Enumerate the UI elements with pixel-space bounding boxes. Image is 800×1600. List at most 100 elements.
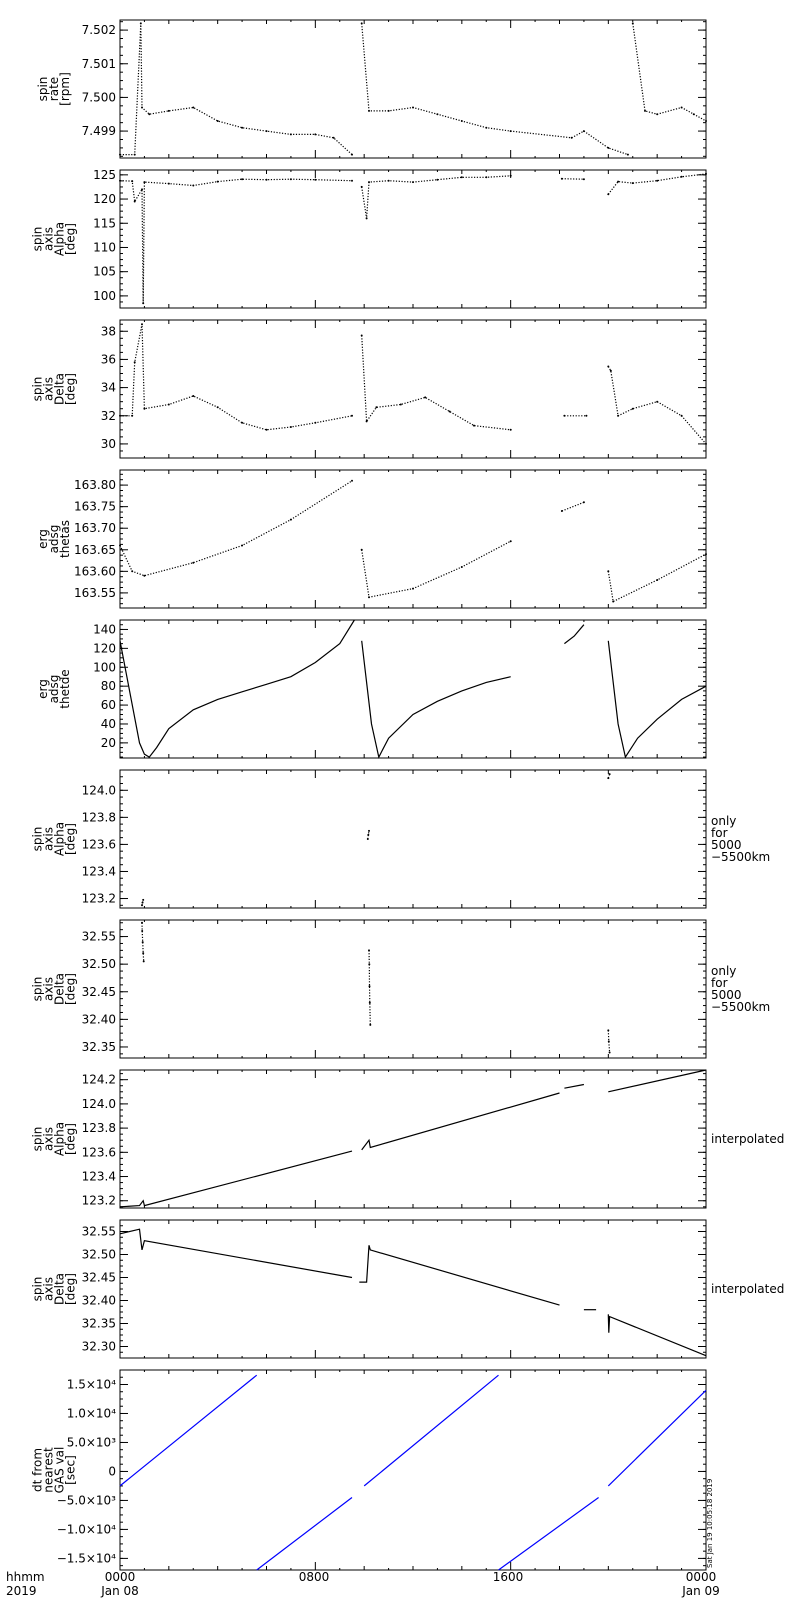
data-point bbox=[617, 180, 620, 183]
y-tick-label: 80 bbox=[101, 679, 116, 693]
y-axis-label: axis bbox=[42, 1127, 56, 1151]
y-tick-label: 32.45 bbox=[82, 1271, 116, 1285]
data-point bbox=[119, 153, 121, 156]
y-axis-label: dt from bbox=[31, 1448, 45, 1492]
data-point bbox=[368, 829, 370, 832]
plot-frame bbox=[119, 169, 707, 309]
data-point bbox=[289, 518, 292, 521]
y-tick-label: 163.80 bbox=[74, 478, 116, 492]
plot-frame bbox=[119, 769, 707, 909]
y-tick-label: 0 bbox=[108, 1464, 116, 1478]
y-axis-label: Delta bbox=[53, 1273, 67, 1305]
data-series-line bbox=[361, 1092, 560, 1151]
data-point bbox=[143, 181, 146, 184]
data-point bbox=[680, 414, 683, 417]
data-point bbox=[265, 428, 268, 431]
plot-frame bbox=[119, 319, 707, 459]
data-point bbox=[460, 566, 463, 568]
data-point bbox=[631, 182, 634, 185]
plot-frame bbox=[119, 619, 707, 759]
y-tick-label: 30 bbox=[101, 437, 116, 451]
data-point bbox=[141, 188, 143, 191]
y-tick-label: 7.502 bbox=[82, 23, 116, 37]
data-point bbox=[612, 600, 615, 603]
y-tick-label: 163.75 bbox=[74, 500, 116, 514]
data-point bbox=[617, 414, 620, 417]
x-tick-label-0: 0000 bbox=[105, 1570, 136, 1584]
panel-annotation: 5000 bbox=[711, 988, 742, 1002]
plot-frame bbox=[119, 1369, 707, 1571]
y-axis-label: thetas bbox=[58, 520, 72, 558]
x-tick-label-2: 1600 bbox=[493, 1570, 524, 1584]
data-point bbox=[607, 570, 610, 573]
data-series-line bbox=[119, 1228, 353, 1279]
data-point bbox=[133, 200, 136, 203]
data-series-segment bbox=[607, 1030, 611, 1053]
data-series-segment bbox=[120, 324, 353, 431]
y-tick-label: 32.30 bbox=[82, 1340, 116, 1354]
data-point bbox=[167, 109, 170, 112]
data-point bbox=[375, 406, 378, 409]
data-point bbox=[192, 561, 195, 564]
y-tick-label: 115 bbox=[93, 216, 116, 230]
data-point bbox=[705, 553, 707, 556]
data-series-segment bbox=[361, 175, 511, 219]
panel-delta-5000-5500km: 32.35 32.40 32.45 32.50 32.55 spinaxisDelta[d… bbox=[31, 919, 770, 1059]
data-point bbox=[560, 510, 563, 512]
y-tick-label: 123.6 bbox=[82, 1145, 116, 1159]
panel-annotation: interpolated bbox=[711, 1282, 784, 1296]
data-point bbox=[705, 442, 707, 445]
data-point bbox=[265, 178, 268, 181]
data-point bbox=[582, 501, 585, 504]
data-point bbox=[485, 126, 488, 129]
data-point bbox=[436, 113, 439, 116]
plot-frame bbox=[119, 1219, 707, 1359]
y-tick-label: 32.35 bbox=[82, 1317, 116, 1331]
data-point bbox=[656, 400, 659, 403]
data-point bbox=[368, 963, 371, 966]
panel-annotation: for bbox=[711, 826, 728, 840]
data-point bbox=[360, 185, 363, 188]
y-tick-label: 120 bbox=[93, 192, 116, 206]
plot-frame bbox=[119, 19, 707, 159]
y-axis-label: spin bbox=[31, 1127, 45, 1152]
y-tick-label: 123.2 bbox=[82, 1194, 116, 1208]
data-series-segment bbox=[361, 540, 511, 598]
data-point bbox=[289, 426, 292, 428]
panel-delta-interpolated: 32.30 32.35 32.40 32.45 32.50 32.55 spinaxisDe… bbox=[31, 1219, 784, 1359]
data-point bbox=[192, 106, 195, 109]
data-point bbox=[692, 113, 695, 116]
y-axis-label: Delta bbox=[53, 373, 67, 405]
data-point bbox=[387, 179, 390, 182]
y-tick-label: 5.0×10³ bbox=[67, 1435, 116, 1449]
data-point bbox=[289, 133, 292, 136]
data-point bbox=[368, 985, 371, 988]
data-series-line bbox=[119, 1150, 353, 1208]
data-point bbox=[644, 109, 646, 112]
data-point bbox=[680, 106, 683, 109]
data-point bbox=[368, 949, 370, 952]
y-axis-label: adsg bbox=[47, 525, 61, 554]
y-axis-label: axis bbox=[42, 1277, 56, 1301]
data-series-segment bbox=[120, 23, 353, 156]
data-point bbox=[241, 544, 244, 547]
data-point bbox=[365, 420, 368, 423]
data-point bbox=[265, 130, 268, 133]
data-point bbox=[142, 952, 145, 955]
panel-alpha-5000-5500km: 123.2 123.4 123.6 123.8 124.0 spinaxisAlpha[d… bbox=[31, 769, 770, 909]
data-point bbox=[241, 126, 244, 129]
data-series-line bbox=[498, 1497, 599, 1571]
y-tick-label: 123.8 bbox=[82, 810, 116, 824]
data-point bbox=[141, 323, 143, 326]
y-axis-label: [rpm] bbox=[58, 72, 72, 106]
data-point bbox=[167, 403, 170, 406]
data-point bbox=[142, 960, 145, 963]
y-tick-label: 124.0 bbox=[82, 1097, 116, 1111]
y-tick-label: 124.0 bbox=[82, 783, 116, 797]
data-point bbox=[314, 421, 317, 424]
plot-frame bbox=[119, 469, 707, 609]
data-point bbox=[656, 113, 659, 116]
data-series-line bbox=[564, 624, 585, 645]
